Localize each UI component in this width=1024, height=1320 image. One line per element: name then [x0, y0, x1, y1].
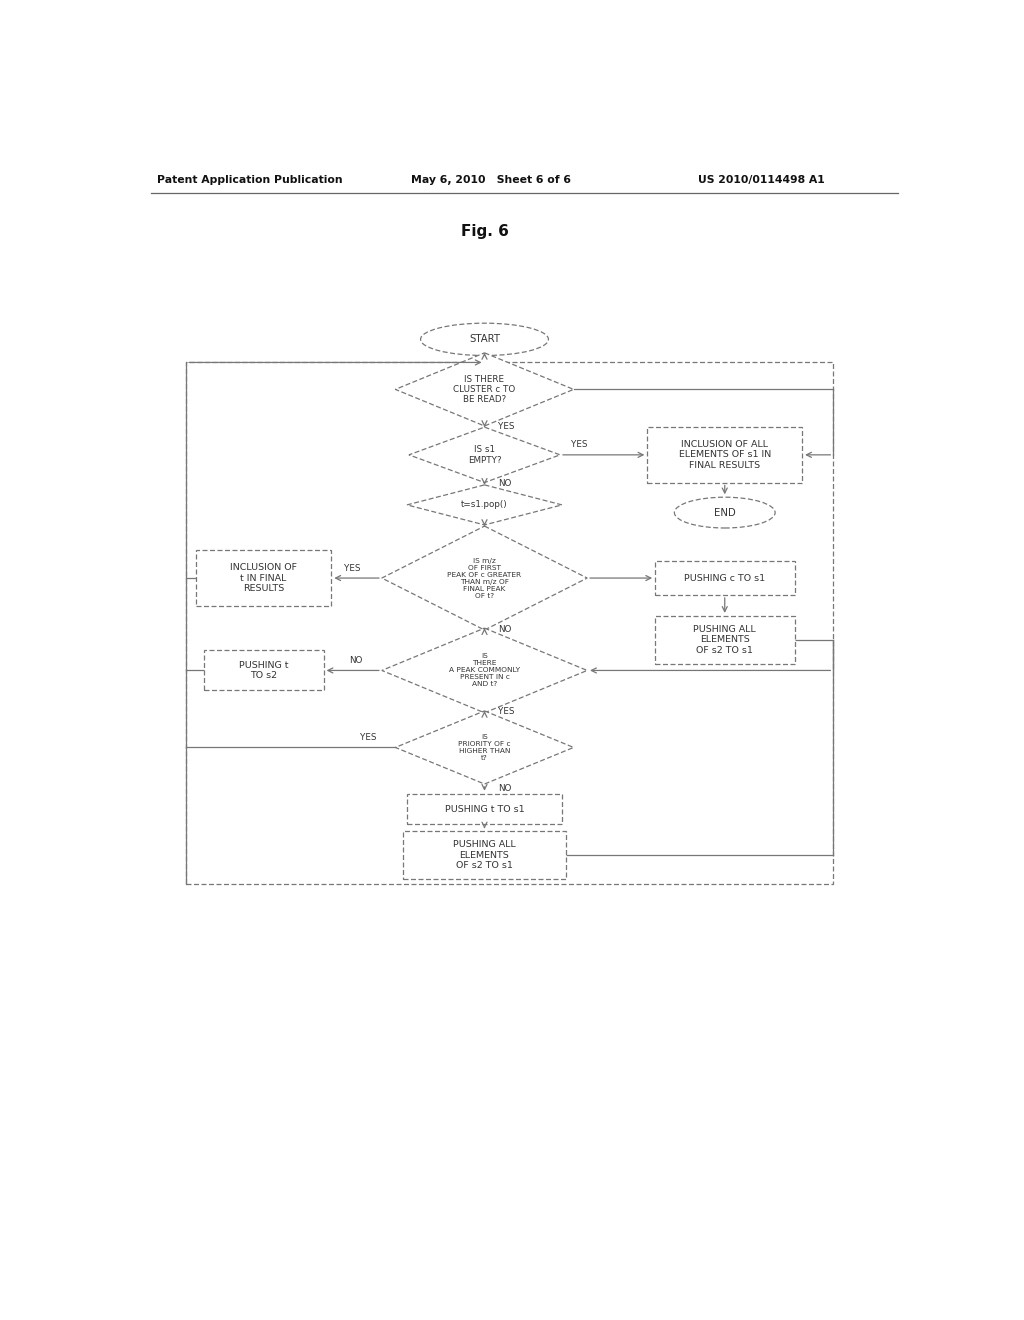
Ellipse shape [675, 498, 775, 528]
Text: END: END [714, 508, 735, 517]
Text: May 6, 2010   Sheet 6 of 6: May 6, 2010 Sheet 6 of 6 [411, 176, 570, 185]
Text: t=s1.pop(): t=s1.pop() [461, 500, 508, 510]
Text: Patent Application Publication: Patent Application Publication [158, 176, 343, 185]
Polygon shape [409, 428, 560, 483]
Text: YES: YES [571, 441, 588, 449]
Polygon shape [382, 527, 587, 630]
Text: PUSHING c TO s1: PUSHING c TO s1 [684, 574, 765, 582]
Polygon shape [395, 711, 573, 784]
FancyBboxPatch shape [655, 615, 795, 664]
Polygon shape [382, 628, 587, 713]
Text: PUSHING t
TO s2: PUSHING t TO s2 [239, 661, 289, 680]
Text: PUSHING ALL
ELEMENTS
OF s2 TO s1: PUSHING ALL ELEMENTS OF s2 TO s1 [454, 841, 516, 870]
FancyBboxPatch shape [647, 428, 802, 483]
Text: IS s1
EMPTY?: IS s1 EMPTY? [468, 445, 502, 465]
FancyBboxPatch shape [403, 832, 566, 879]
Text: YES: YES [344, 564, 360, 573]
Text: INCLUSION OF
t IN FINAL
RESULTS: INCLUSION OF t IN FINAL RESULTS [230, 564, 297, 593]
Text: IS
THERE
A PEAK COMMONLY
PRESENT IN c
AND t?: IS THERE A PEAK COMMONLY PRESENT IN c AN… [449, 653, 520, 688]
Text: IS
PRIORITY OF c
HIGHER THAN
t?: IS PRIORITY OF c HIGHER THAN t? [459, 734, 511, 760]
Text: START: START [469, 334, 500, 345]
Polygon shape [407, 484, 562, 525]
Text: PUSHING t TO s1: PUSHING t TO s1 [444, 805, 524, 813]
Text: IS THERE
CLUSTER c TO
BE READ?: IS THERE CLUSTER c TO BE READ? [454, 375, 516, 404]
Text: YES: YES [359, 733, 376, 742]
Text: NO: NO [499, 624, 512, 634]
Text: Fig. 6: Fig. 6 [461, 224, 509, 239]
Ellipse shape [421, 323, 549, 355]
FancyBboxPatch shape [196, 550, 332, 606]
FancyBboxPatch shape [407, 793, 562, 825]
FancyBboxPatch shape [204, 651, 324, 690]
Text: US 2010/0114498 A1: US 2010/0114498 A1 [697, 176, 824, 185]
Polygon shape [395, 352, 573, 426]
Text: NO: NO [349, 656, 362, 665]
FancyBboxPatch shape [655, 561, 795, 595]
Text: NO: NO [499, 784, 512, 793]
Text: INCLUSION OF ALL
ELEMENTS OF s1 IN
FINAL RESULTS: INCLUSION OF ALL ELEMENTS OF s1 IN FINAL… [679, 440, 771, 470]
Text: NO: NO [499, 479, 512, 488]
Text: IS m/z
OF FIRST
PEAK OF c GREATER
THAN m/z OF
FINAL PEAK
OF t?: IS m/z OF FIRST PEAK OF c GREATER THAN m… [447, 557, 521, 598]
Text: PUSHING ALL
ELEMENTS
OF s2 TO s1: PUSHING ALL ELEMENTS OF s2 TO s1 [693, 624, 756, 655]
Text: YES: YES [499, 422, 515, 432]
Text: YES: YES [499, 708, 515, 717]
